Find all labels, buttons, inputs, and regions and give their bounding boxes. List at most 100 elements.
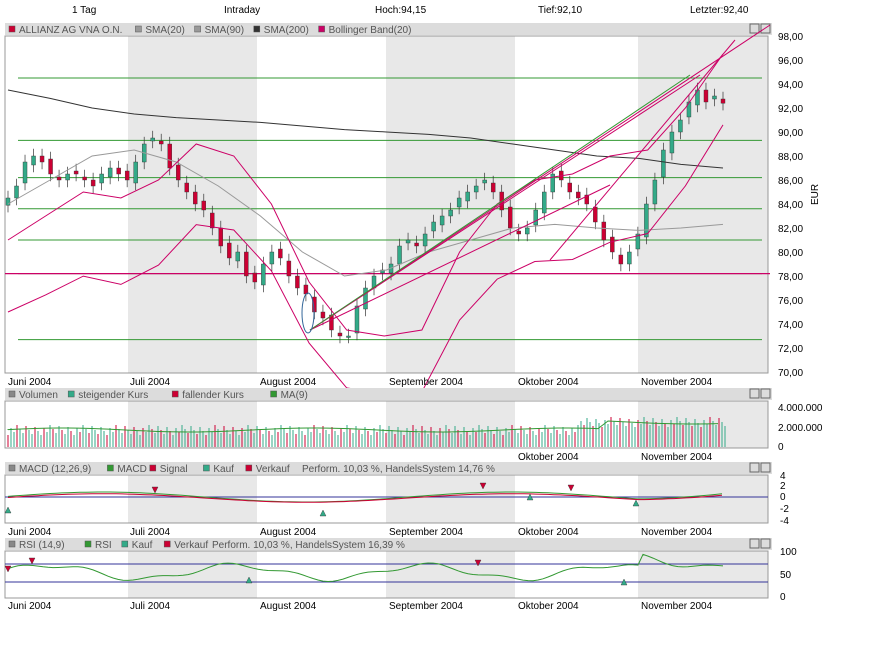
legend-swatch xyxy=(194,25,201,33)
candle-body xyxy=(337,332,343,337)
candle-body xyxy=(133,161,138,184)
month-label: Juli 2004 xyxy=(130,601,170,612)
y-tick-label: 80,00 xyxy=(778,248,803,259)
candle-body xyxy=(150,137,155,142)
y-tick-label: -4 xyxy=(780,516,789,527)
candle-body xyxy=(567,182,572,193)
rsi-close-icon[interactable] xyxy=(760,538,771,549)
sell-marker xyxy=(28,557,36,565)
candle-body xyxy=(167,143,172,169)
candle-body xyxy=(286,260,292,277)
candle-body xyxy=(235,251,241,262)
candle-body xyxy=(218,227,223,247)
candle-body xyxy=(516,230,521,235)
rsi-maximize-icon[interactable] xyxy=(749,538,760,549)
sell-marker xyxy=(474,559,482,567)
performance-text: Perform. 10,03 %, HandelsSystem 14,76 % xyxy=(302,464,495,475)
candle-body xyxy=(712,95,717,100)
legend-label: Signal xyxy=(160,464,188,475)
volume-close-icon[interactable] xyxy=(760,388,771,399)
buy-marker xyxy=(245,576,253,584)
macd-line xyxy=(7,491,723,503)
y-tick-label: 88,00 xyxy=(778,152,803,163)
rsi-legend: RSI (14,9) RSI Kauf Verkauf Perform. 10,03 %… xyxy=(8,540,405,551)
month-label: Juni 2004 xyxy=(8,527,52,538)
volume-y-axis: 4.000.000 2.000.000 0 xyxy=(778,403,823,453)
legend-label: Bollinger Band(20) xyxy=(329,25,412,36)
candle-body xyxy=(635,233,641,250)
candle-body xyxy=(644,203,649,238)
price-y-axis: 98,00 96,00 94,00 92,00 90,00 88,00 86,00 84,00… xyxy=(778,32,803,379)
y-tick-label: 4.000.000 xyxy=(778,403,823,414)
legend-swatch xyxy=(8,464,16,472)
timeframe-label[interactable]: 1 Tag xyxy=(72,5,97,16)
macd-maximize-icon[interactable] xyxy=(749,462,760,473)
legend-label: MACD xyxy=(117,464,146,475)
candle-body xyxy=(252,272,258,283)
buy-marker xyxy=(319,509,327,517)
candle-body xyxy=(661,149,666,178)
candle-body xyxy=(65,173,70,181)
candle-body xyxy=(82,176,87,181)
candle-body xyxy=(363,287,368,310)
month-label: Oktober 2004 xyxy=(518,527,579,538)
candle-body xyxy=(456,197,462,208)
candle-body xyxy=(414,242,419,247)
legend-swatch xyxy=(67,390,75,398)
legend-label: RSI xyxy=(95,540,112,551)
candle-body xyxy=(448,209,453,217)
price-y-unit: EUR xyxy=(810,184,821,205)
legend-label: steigender Kurs xyxy=(78,390,148,401)
sell-marker xyxy=(567,484,575,492)
candle-body xyxy=(193,191,198,205)
macd-legend: MACD (12,26,9) MACD Signal Kauf Verkauf Perfo… xyxy=(8,464,495,475)
candle-body xyxy=(159,140,164,145)
rsi-y-axis: 100 50 0 xyxy=(780,547,797,603)
trend-line xyxy=(309,24,771,331)
candle-body xyxy=(380,269,385,274)
legend-swatch xyxy=(163,540,171,548)
month-label: Juni 2004 xyxy=(8,601,52,612)
mode-label[interactable]: Intraday xyxy=(224,5,261,16)
y-tick-label: 76,00 xyxy=(778,296,803,307)
y-tick-label: 100 xyxy=(780,547,797,558)
y-tick-label: 74,00 xyxy=(778,320,803,331)
candle-body xyxy=(482,179,487,184)
volume-bars xyxy=(7,417,726,447)
y-tick-label: 96,00 xyxy=(778,56,803,67)
month-label: Juli 2004 xyxy=(130,377,170,388)
volume-maximize-icon[interactable] xyxy=(749,388,760,399)
signal-line xyxy=(7,493,723,503)
buy-marker xyxy=(526,493,534,501)
candle-body xyxy=(269,251,275,265)
legend-label: MA(9) xyxy=(281,390,308,401)
y-tick-label: -2 xyxy=(780,504,789,515)
candle-body xyxy=(124,170,130,181)
month-label: Oktober 2004 xyxy=(518,377,579,388)
maximize-icon[interactable] xyxy=(749,23,760,34)
sell-marker xyxy=(151,486,159,494)
y-tick-label: 72,00 xyxy=(778,344,803,355)
legend-label: Volumen xyxy=(19,390,58,401)
legend-label: ALLIANZ AG VNA O.N. xyxy=(19,25,122,36)
macd-close-icon[interactable] xyxy=(760,462,771,473)
rsi-series xyxy=(4,553,724,586)
legend-swatch xyxy=(8,25,16,33)
month-label: Juli 2004 xyxy=(130,527,170,538)
y-tick-label: 94,00 xyxy=(778,80,803,91)
legend-swatch xyxy=(253,25,261,33)
candle-body xyxy=(584,194,590,205)
buy-marker xyxy=(620,578,628,586)
buy-marker xyxy=(4,506,12,514)
top-info-bar: 1 Tag Intraday Hoch:94,15 Tief:92,10 Let… xyxy=(0,0,874,20)
price-series xyxy=(5,24,771,395)
candle-body xyxy=(533,209,538,226)
candle-body xyxy=(490,182,496,193)
close-icon[interactable] xyxy=(760,23,771,34)
rsi-pane: RSI (14,9) RSI Kauf Verkauf Perform. 10,03 %… xyxy=(4,538,797,603)
candle-body xyxy=(56,176,62,181)
performance-text: Perform. 10,03 %, HandelsSystem 16,39 % xyxy=(212,540,405,551)
candle-body xyxy=(593,206,598,223)
month-label: August 2004 xyxy=(260,527,317,538)
